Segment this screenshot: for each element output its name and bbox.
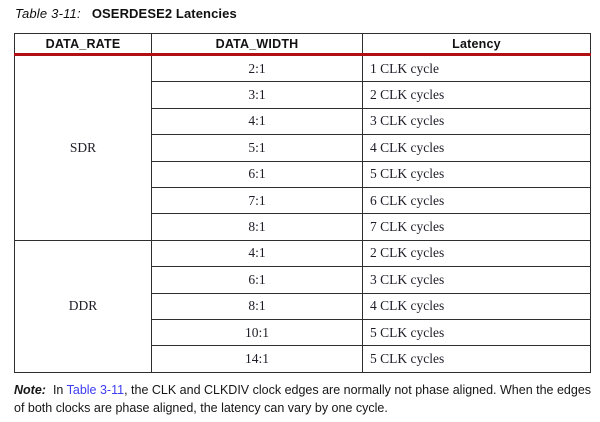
latency-cell: 7 CLK cycles — [362, 213, 591, 241]
latency-cell: 5 CLK cycles — [362, 160, 591, 188]
data-width-cell: 8:1 — [151, 213, 363, 241]
latency-table: DATA_RATE DATA_WIDTH Latency SDR 2:1 1 CLK… — [14, 33, 591, 373]
table-3-11-link[interactable]: Table 3-11 — [66, 383, 125, 397]
latency-cell: 5 CLK cycles — [362, 318, 591, 347]
latency-cell: 4 CLK cycles — [362, 292, 591, 320]
table-caption: Table 3-11: OSERDESE2 Latencies — [15, 6, 237, 21]
note-text-before-link: In — [52, 383, 67, 397]
table-row: 8:1 4 CLK cycles — [15, 292, 591, 320]
table-note: Note: In Table 3-11, the CLK and CLKDIV c… — [14, 382, 592, 417]
column-header-latency: Latency — [362, 33, 591, 56]
latency-cell: 6 CLK cycles — [362, 186, 591, 215]
column-header-data-width: DATA_WIDTH — [151, 33, 363, 56]
table-row: 5:1 4 CLK cycles — [15, 134, 591, 162]
table-number-label: Table 3-11: — [15, 6, 81, 21]
data-width-cell: 5:1 — [151, 134, 363, 162]
column-header-data-rate: DATA_RATE — [14, 33, 152, 56]
table-row: 6:1 5 CLK cycles — [15, 160, 591, 188]
latency-cell: 3 CLK cycles — [362, 266, 591, 294]
table-row: 7:1 6 CLK cycles — [15, 186, 591, 215]
data-width-cell: 8:1 — [151, 292, 363, 320]
data-width-cell: 3:1 — [151, 81, 363, 109]
table-row: 14:1 5 CLK cycles — [15, 345, 591, 373]
data-width-cell: 2:1 — [151, 53, 363, 83]
header-row: DATA_RATE DATA_WIDTH Latency — [14, 33, 591, 56]
data-width-cell: 6:1 — [151, 266, 363, 294]
latency-cell: 4 CLK cycles — [362, 134, 591, 162]
table-row: 8:1 7 CLK cycles — [15, 213, 591, 241]
table-title: OSERDESE2 Latencies — [91, 6, 237, 21]
table-row: DDR 4:1 2 CLK cycles — [14, 239, 591, 373]
data-width-cell: 10:1 — [151, 318, 363, 347]
data-width-cell: 4:1 — [151, 239, 363, 268]
note-text-after-link: , the CLK and CLKDIV clock edges are nor… — [14, 383, 592, 415]
note-label: Note: — [14, 383, 46, 397]
data-width-cell: 14:1 — [151, 345, 363, 373]
latency-cell: 5 CLK cycles — [362, 345, 591, 373]
latency-cell: 2 CLK cycles — [362, 81, 591, 109]
table-row: SDR 2:1 1 CLK cycle — [14, 53, 591, 241]
table-row: 3:1 2 CLK cycles — [15, 81, 591, 109]
latency-cell: 1 CLK cycle — [362, 53, 591, 83]
latency-cell: 2 CLK cycles — [362, 239, 591, 268]
data-width-cell: 4:1 — [151, 107, 363, 136]
data-rate-cell: DDR — [14, 239, 152, 373]
data-width-cell: 6:1 — [151, 160, 363, 188]
table-row: 6:1 3 CLK cycles — [15, 266, 591, 294]
table-row: 10:1 5 CLK cycles — [15, 318, 591, 347]
data-width-cell: 7:1 — [151, 186, 363, 215]
table-body: SDR 2:1 1 CLK cycle 3:1 2 CLK cycles 4:1 3 CLK… — [14, 53, 591, 373]
data-rate-cell: SDR — [14, 54, 152, 241]
latency-cell: 3 CLK cycles — [362, 107, 591, 136]
